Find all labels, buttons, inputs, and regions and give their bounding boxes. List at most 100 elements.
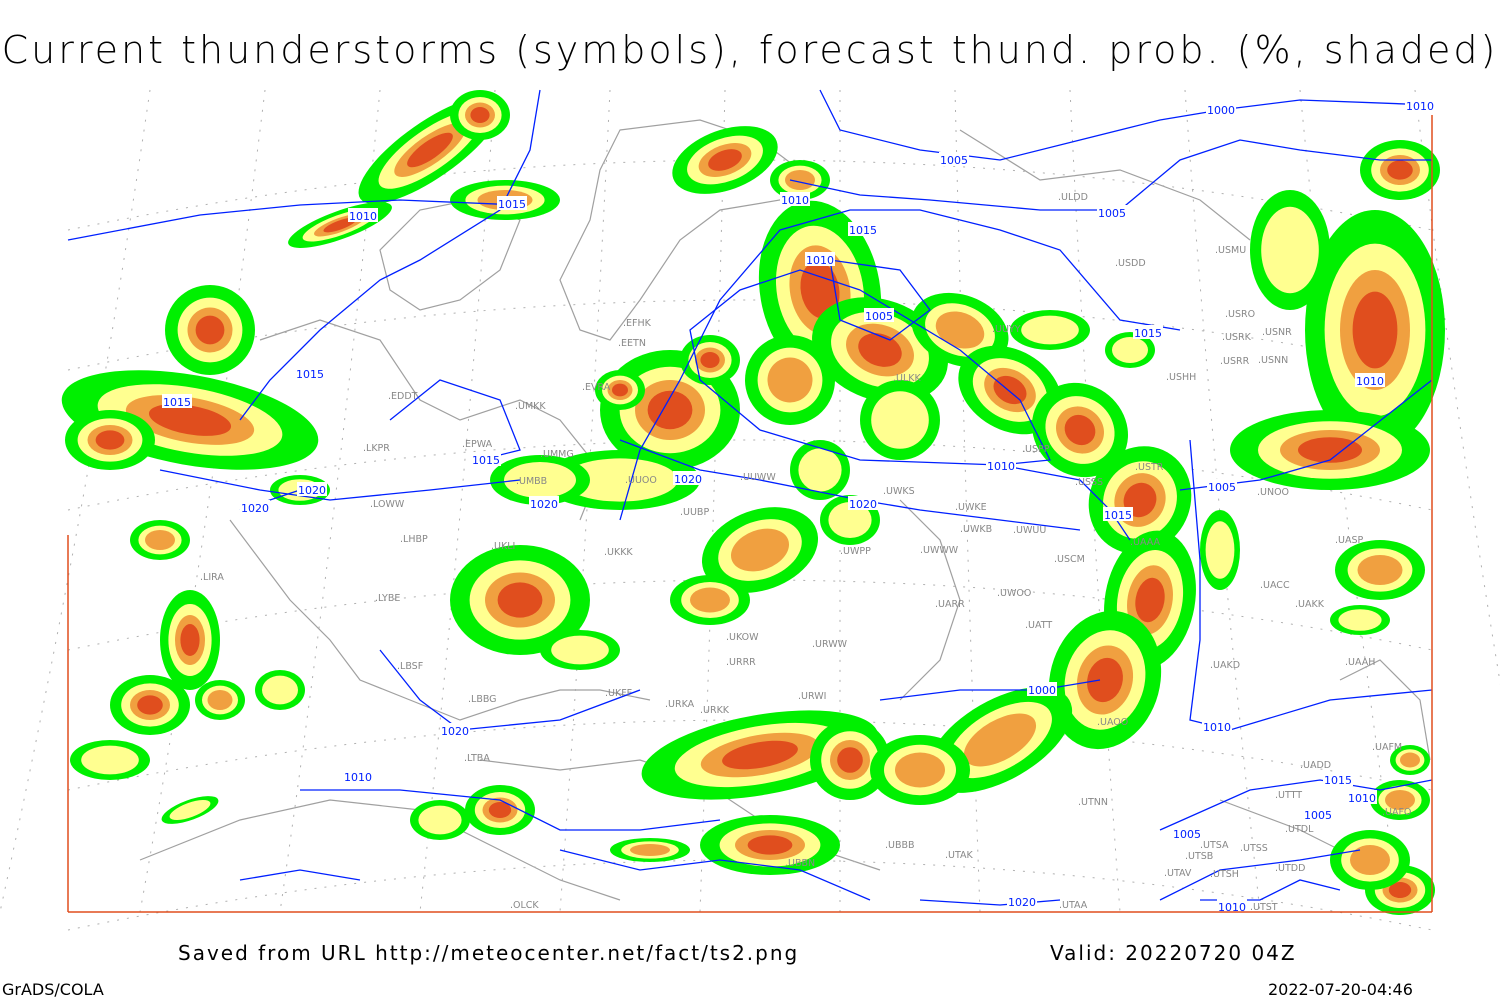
isobar-label-bg (1133, 325, 1163, 339)
isobar-label: 1015 (296, 368, 324, 381)
isobar-label-bg (440, 723, 470, 737)
isobar-label: 1005 (865, 310, 893, 323)
meridian-line (139, 89, 266, 913)
isobar-labels-layer: 1010 1015 1015 1015 1015 1020 1020 1020 1020 1020… (162, 98, 1435, 914)
prob-shade-mid (1021, 315, 1079, 345)
station-label: .UBBB (885, 840, 915, 851)
isobar-label-bg (1355, 373, 1385, 387)
station-label: .EFHK (623, 318, 652, 329)
prob-shade-max (722, 740, 798, 770)
prob-shade-mid (1338, 609, 1382, 631)
station-label: .UACC (1260, 580, 1290, 591)
storm-area (870, 735, 970, 805)
station-label: .LOWW (370, 499, 405, 510)
station-label: .UWWW (920, 545, 959, 556)
storm-area (161, 796, 219, 824)
storm-area (595, 370, 645, 410)
isobar-line (239, 869, 361, 881)
station-label: .LTBA (464, 753, 490, 764)
station-label: .UAFO (1382, 807, 1411, 818)
probability-shading-layer (61, 90, 1445, 915)
storm-area (70, 740, 150, 780)
prob-shade-high (207, 690, 233, 710)
prob-shade-high (767, 357, 813, 403)
prob-shade-high (630, 844, 670, 856)
coastline (899, 499, 961, 701)
station-label: .URWW (812, 639, 848, 650)
isobar-label-bg (805, 252, 835, 266)
station-label: .UUOO (625, 475, 657, 486)
station-label: .USRR (1220, 356, 1250, 367)
isobar-line (999, 464, 1131, 541)
isobar-label: 1020 (241, 502, 269, 515)
isobar-label-bg (848, 496, 878, 510)
station-label: .UTAV (1164, 868, 1192, 879)
storm-area (490, 455, 590, 505)
prob-shade-max (858, 333, 902, 367)
storm-area (790, 440, 850, 500)
station-label: .UWKE (955, 502, 987, 513)
isobar-line (1200, 879, 1341, 901)
isobar-label-bg (343, 769, 373, 783)
station-label: .UUBP (680, 507, 709, 518)
meridian-line (1414, 89, 1500, 685)
isobar-label-bg (1405, 98, 1435, 112)
meridian-line (954, 89, 981, 913)
station-label: .UUYY (992, 324, 1021, 335)
isobar-label-bg (1217, 899, 1247, 913)
storm-area (680, 335, 740, 385)
station-label: .LHBP (400, 534, 428, 545)
prob-shade-max (993, 375, 1027, 405)
isobar-label-bg (1007, 894, 1037, 908)
storm-area (1370, 780, 1430, 820)
station-label: .URWI (798, 691, 826, 702)
isobar-label-bg (1103, 507, 1133, 521)
isobar-label: 1015 (849, 224, 877, 237)
station-label: .UBBN (785, 858, 815, 869)
station-label: .UKKK (604, 547, 633, 558)
station-label: .URKK (700, 705, 730, 716)
isobar-label: 1010 (344, 771, 372, 784)
isobar-line (389, 379, 521, 461)
station-label: .OLCK (510, 900, 539, 911)
prob-shade-max (800, 261, 840, 319)
storm-area (1200, 510, 1240, 590)
station-label: .LIRA (200, 572, 224, 583)
isobar-label: 1020 (298, 484, 326, 497)
isobar-label-bg (1202, 719, 1232, 733)
station-label: .UTAA (1059, 900, 1088, 911)
isobar-label: 1015 (1134, 327, 1162, 340)
isobar-label: 1015 (1324, 774, 1352, 787)
station-label: .UTSS (1240, 843, 1268, 854)
storm-area (810, 720, 890, 800)
prob-shade-max (137, 695, 163, 715)
isobar-label: 1005 (940, 154, 968, 167)
isobar-line (1189, 439, 1433, 731)
isobar-label: 1015 (498, 198, 526, 211)
storm-area (255, 670, 305, 710)
prob-shade-high (785, 170, 815, 190)
isobar-label-bg (1347, 790, 1377, 804)
isobars-layer (67, 89, 1433, 906)
station-label: .UMBB (516, 476, 547, 487)
storm-area (1330, 830, 1410, 890)
storm-area (160, 590, 220, 690)
station-label: .USNR (1262, 327, 1292, 338)
prob-shade-max (700, 352, 720, 368)
software-credit: GrADS/COLA (2, 980, 104, 999)
station-label: .UAKK (1295, 599, 1325, 610)
station-label: .USSS (1075, 477, 1103, 488)
isobar-label-bg (848, 222, 878, 236)
isobar-label-bg (529, 496, 559, 510)
station-label: .LKPR (363, 443, 390, 454)
isobar-line (1159, 849, 1361, 901)
station-label: .UASP (1335, 535, 1364, 546)
map-border (67, 115, 1433, 913)
prob-shade-mid (418, 805, 462, 835)
isobar-label-bg (939, 152, 969, 166)
isobar-label-bg (864, 308, 894, 322)
station-label: .UAFM (1372, 742, 1402, 753)
station-label: .USCM (1054, 554, 1085, 565)
station-label: .UTST (1250, 902, 1278, 913)
